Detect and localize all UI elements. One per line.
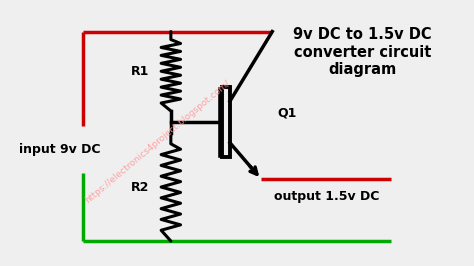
- Text: input 9v DC: input 9v DC: [18, 143, 100, 156]
- Text: R1: R1: [130, 65, 149, 78]
- Text: output 1.5v DC: output 1.5v DC: [274, 190, 380, 203]
- Bar: [222, 87, 230, 157]
- Text: R2: R2: [130, 181, 149, 194]
- Text: https://electronics4project.blogspot.com/: https://electronics4project.blogspot.com…: [83, 78, 232, 205]
- Text: 9v DC to 1.5v DC
converter circuit
diagram: 9v DC to 1.5v DC converter circuit diagr…: [293, 27, 432, 77]
- Text: Q1: Q1: [278, 107, 297, 120]
